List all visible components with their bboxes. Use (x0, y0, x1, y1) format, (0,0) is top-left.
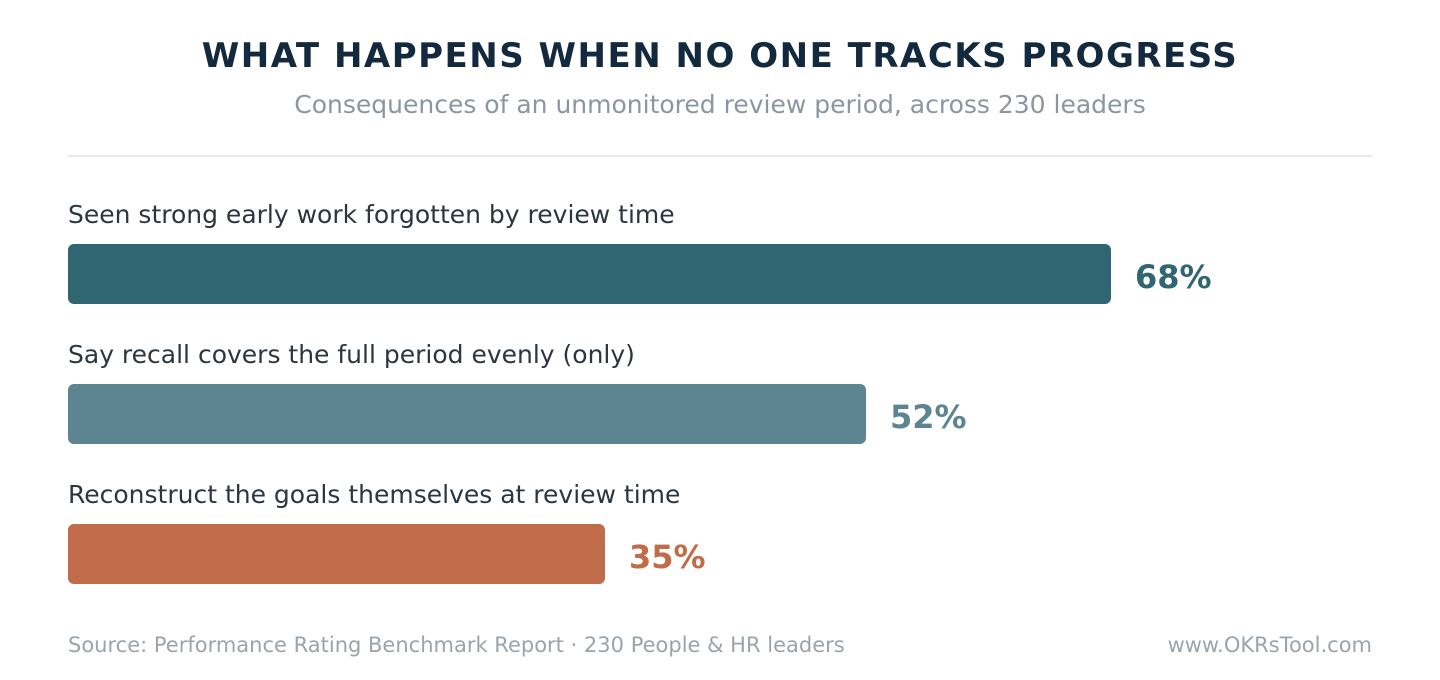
bar-chart: Seen strong early work forgotten by revi… (68, 190, 1372, 610)
website-link[interactable]: www.OKRsTool.com (1167, 633, 1372, 657)
chart-title: WHAT HAPPENS WHEN NO ONE TRACKS PROGRESS (201, 36, 1239, 76)
bar-value-label: 35% (629, 538, 706, 576)
bar-value-label: 52% (890, 398, 967, 436)
bar (68, 384, 866, 444)
chart-subtitle: Consequences of an unmonitored review pe… (294, 90, 1146, 119)
bar-category-label: Say recall covers the full period evenly… (68, 340, 635, 369)
bar-row: Reconstruct the goals themselves at revi… (68, 470, 1372, 590)
header-divider (68, 155, 1372, 157)
bar-category-label: Seen strong early work forgotten by revi… (68, 200, 675, 229)
source-note: Source: Performance Rating Benchmark Rep… (68, 633, 845, 657)
bar-row: Say recall covers the full period evenly… (68, 330, 1372, 450)
bar (68, 524, 605, 584)
bar-category-label: Reconstruct the goals themselves at revi… (68, 480, 681, 509)
bar-value-label: 68% (1135, 258, 1212, 296)
bar (68, 244, 1111, 304)
bar-row: Seen strong early work forgotten by revi… (68, 190, 1372, 310)
